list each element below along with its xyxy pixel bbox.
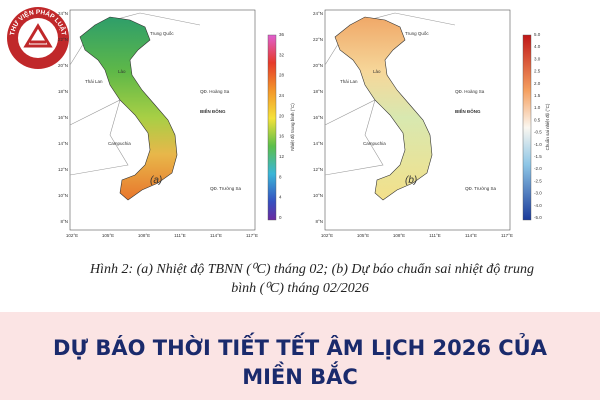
colorbar-tick: 32 [279,52,285,57]
lat-label: 16°N [58,115,68,120]
place-label: QĐ. Hoàng Sa [455,89,485,94]
lon-label: 117°E [501,233,513,238]
vietnam [334,16,433,201]
lat-label: 14°N [58,141,68,146]
colorbar-tick: 1.0 [534,105,541,110]
colorbar-tick: -1.0 [534,142,542,147]
place-label: Thái Lan [340,79,358,84]
colorbar-tick: 4.0 [534,44,541,49]
colorbar-title: Nhiệt độ trung bình (°C) [290,103,295,151]
colorbar-tick: 1.5 [534,93,541,98]
place-label: QĐ. Hoàng Sa [200,89,230,94]
lon-label: 114°E [465,233,477,238]
place-label: QĐ. Trường Sa [210,186,241,191]
title: MIỀN BẮC [242,361,358,389]
colorbar-tick: -4.0 [534,203,542,208]
lat-label: 10°N [313,193,323,198]
map-panel: 24°N 22°N 20°N 18°N 16°N 14°N 12°N 10°N 8°N 102°E… [58,9,295,238]
colorbar-tick: -2.5 [534,178,542,183]
colorbar-tick: 5.0 [534,32,541,37]
colorbar-tick: 0 [279,215,282,220]
lat-label: 22°N [313,37,323,42]
lon-label: 102°E [321,233,333,238]
lon-label: 108°E [393,233,405,238]
colorbar-tick: 24 [279,93,285,98]
colorbar-tick: 12 [279,154,285,159]
colorbar-tick: 8 [279,174,282,179]
lat-label: 24°N [313,11,323,16]
map-panel: 24°N 22°N 20°N 18°N 16°N 14°N 12°N 10°N 8°N 102°E… [313,9,550,238]
lon-label: 105°E [357,233,369,238]
lat-label: 18°N [313,89,323,94]
colorbar-tick: 2.5 [534,69,541,74]
panel-label: (b) [405,175,417,186]
colorbar-tick: -2.0 [534,166,542,171]
colorbar-tick: -3.0 [534,191,542,196]
place-label: QĐ. Trường Sa [465,186,496,191]
colorbar-tick: -5.0 [534,215,542,220]
colorbar-tick: 28 [279,73,285,78]
colorbar-tick: 4 [279,195,282,200]
place-label: Campuchia [108,141,131,146]
colorbar-tick: -0.5 [534,130,542,135]
lon-label: 102°E [66,233,78,238]
lon-label: 111°E [174,233,186,238]
lat-label: 20°N [313,63,323,68]
border [324,99,384,176]
lon-label: 114°E [210,233,222,238]
lon-label: 117°E [246,233,258,238]
colorbar-title: Chuẩn sai nhiệt độ (°C) [544,103,550,150]
title: DỰ BÁO THỜI TIẾT TẾT ÂM LỊCH 2026 CỦA [53,332,548,360]
panel-label: (a) [150,175,162,186]
lon-label: 108°E [138,233,150,238]
lat-label: 12°N [58,167,68,172]
caption: bình (⁰C) tháng 02/2026 [231,281,368,296]
colorbar-tick: 3.0 [534,56,541,61]
lat-label: 18°N [58,89,68,94]
vietnam [79,16,178,201]
lat-label: 16°N [313,115,323,120]
colorbar-tick: 36 [279,32,285,37]
lat-label: 10°N [58,193,68,198]
border [69,99,129,176]
place-label: Trung Quốc [405,31,429,36]
lat-label: 24°N [58,11,68,16]
lon-label: 105°E [102,233,114,238]
place-label: Thái Lan [85,79,103,84]
place-label: Lào [118,69,126,74]
caption: Hình 2: (a) Nhiệt độ TBNN (⁰C) tháng 02;… [89,262,534,277]
title-band [0,312,600,400]
place-label: BIỂN ĐÔNG [455,107,481,114]
lat-label: 8°N [315,219,323,224]
colorbar-tick: 2.0 [534,81,541,86]
colorbar-tick: 0.5 [534,117,541,122]
place-label: BIỂN ĐÔNG [200,107,226,114]
place-label: Lào [373,69,381,74]
colorbar [267,34,277,221]
logo: THƯ VIỆN PHÁP LUẬT [7,7,69,69]
place-label: Campuchia [363,141,386,146]
colorbar-tick: -1.5 [534,154,542,159]
lat-label: 22°N [58,37,68,42]
lat-label: 12°N [313,167,323,172]
place-label: Trung Quốc [150,31,174,36]
lat-label: 8°N [60,219,68,224]
colorbar-tick: 20 [279,113,285,118]
colorbar-tick: 16 [279,134,285,139]
colorbar [522,34,532,221]
lat-label: 14°N [313,141,323,146]
lat-label: 20°N [58,63,68,68]
lon-label: 111°E [429,233,441,238]
